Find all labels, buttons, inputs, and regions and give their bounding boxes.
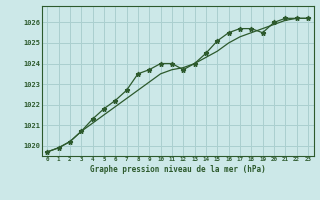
X-axis label: Graphe pression niveau de la mer (hPa): Graphe pression niveau de la mer (hPa) (90, 165, 266, 174)
